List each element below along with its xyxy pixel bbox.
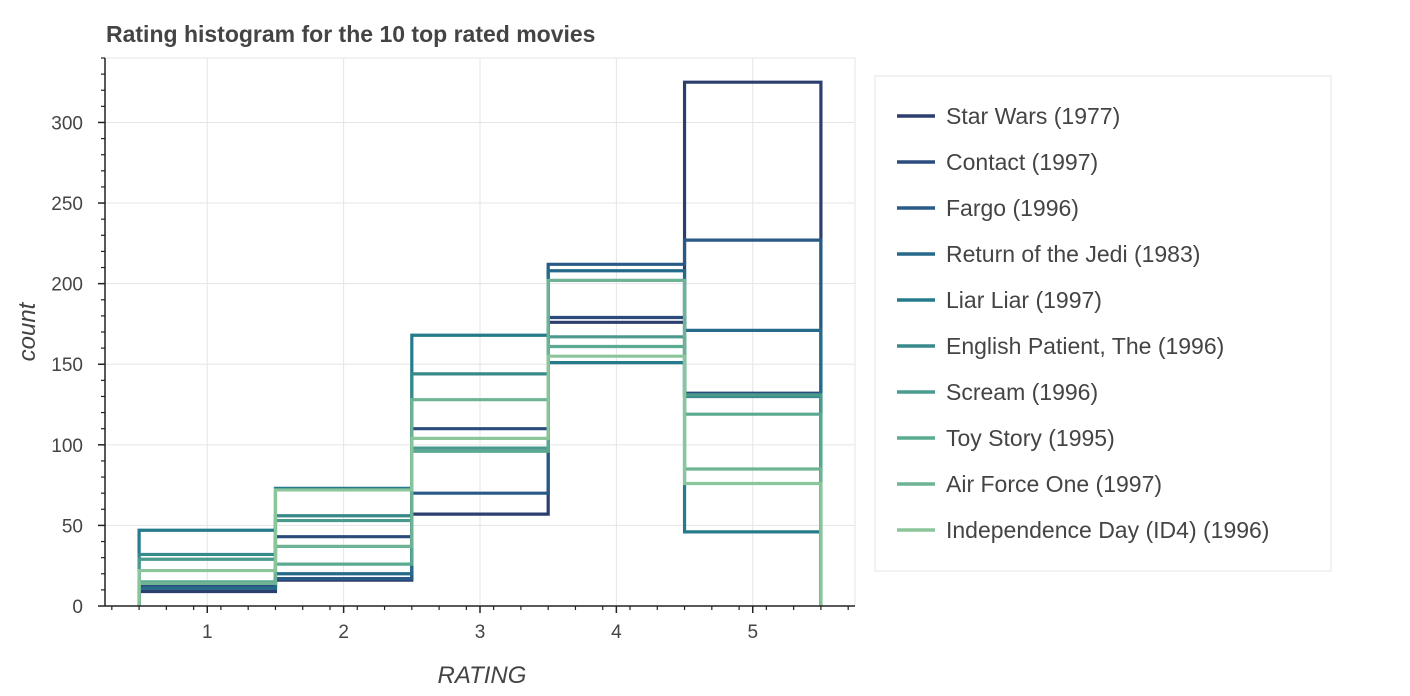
legend-box xyxy=(874,75,1332,572)
x-tick-label: 1 xyxy=(202,622,213,643)
legend-label-0: Star Wars (1977) xyxy=(946,103,1120,129)
series-line-5 xyxy=(137,278,823,606)
plot-area xyxy=(137,80,823,606)
series-line-1 xyxy=(137,315,823,606)
y-axis-label: count xyxy=(14,301,41,361)
series-line-0 xyxy=(137,80,823,606)
grid xyxy=(104,57,856,607)
legend-label-9: Independence Day (ID4) (1996) xyxy=(946,517,1269,543)
y-tick-label: 300 xyxy=(51,113,83,134)
x-tick-label: 3 xyxy=(475,622,486,643)
x-tick-label: 5 xyxy=(747,622,758,643)
legend-label-6: Scream (1996) xyxy=(946,379,1098,405)
x-tick-label: 2 xyxy=(338,622,349,643)
legend-label-2: Fargo (1996) xyxy=(946,195,1079,221)
y-tick-label: 100 xyxy=(51,436,83,457)
x-tick-label: 4 xyxy=(611,622,622,643)
legend-label-7: Toy Story (1995) xyxy=(946,425,1115,451)
legend-label-4: Liar Liar (1997) xyxy=(946,287,1102,313)
legend-label-8: Air Force One (1997) xyxy=(946,471,1162,497)
legend-label-1: Contact (1997) xyxy=(946,149,1098,175)
y-tick-label: 200 xyxy=(51,275,83,296)
series-line-6 xyxy=(137,335,823,606)
series-line-7 xyxy=(137,344,823,606)
chart-title: Rating histogram for the 10 top rated mo… xyxy=(106,21,595,47)
y-tick-label: 0 xyxy=(72,597,83,618)
y-tick-label: 50 xyxy=(62,516,83,537)
series-line-8 xyxy=(137,278,823,606)
x-axis-label: RATING xyxy=(438,662,527,689)
legend-label-5: English Patient, The (1996) xyxy=(946,333,1224,359)
legend-label-3: Return of the Jedi (1983) xyxy=(946,241,1200,267)
y-tick-label: 150 xyxy=(51,355,83,376)
legend: Star Wars (1977) Contact (1997) Fargo (199… xyxy=(874,75,1332,572)
series-line-9 xyxy=(137,354,823,606)
y-tick-label: 250 xyxy=(51,194,83,215)
series-line-4 xyxy=(137,333,823,606)
